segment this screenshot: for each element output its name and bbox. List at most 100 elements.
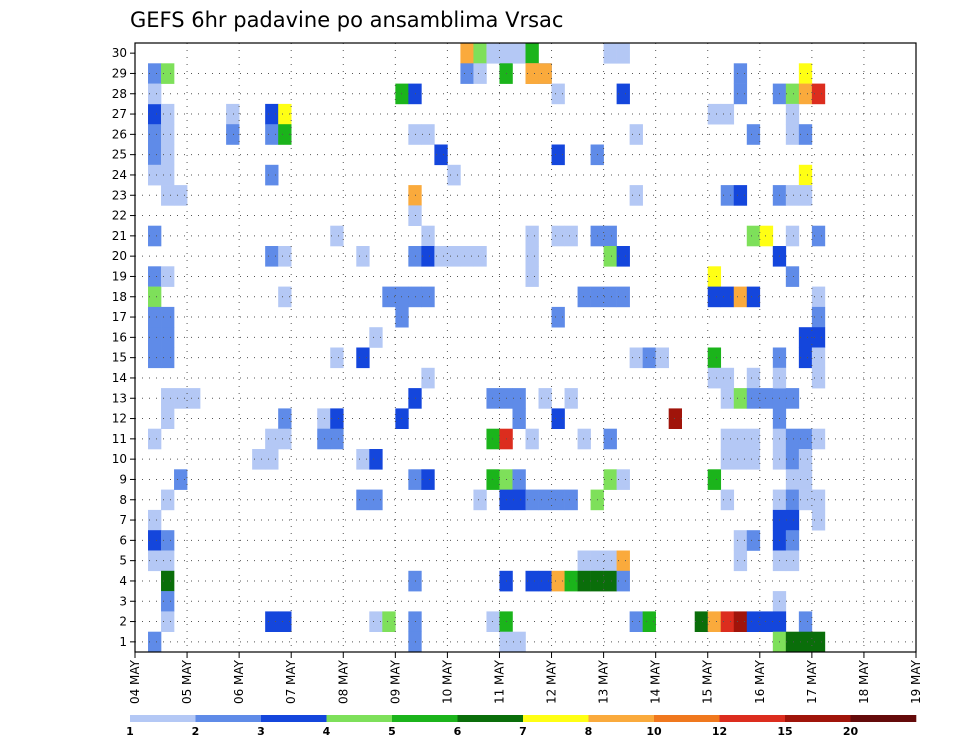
- x-tick-label: 08 MAY: [336, 659, 350, 704]
- heatmap-cell: [811, 631, 826, 653]
- heatmap-cell: [733, 428, 748, 450]
- heatmap-cell: [278, 428, 292, 450]
- heatmap-cell: [382, 611, 396, 632]
- colorbar-swatch: [195, 715, 262, 722]
- x-tick-label: 05 MAY: [180, 659, 194, 704]
- heatmap-cell: [161, 306, 175, 328]
- heatmap-cell: [174, 185, 188, 206]
- heatmap-cell: [577, 570, 591, 592]
- y-tick-label: 19: [112, 269, 127, 283]
- heatmap-cell: [720, 489, 735, 511]
- heatmap-cell: [278, 124, 292, 145]
- heatmap-cell: [616, 469, 630, 490]
- heatmap-cell: [148, 63, 162, 84]
- x-tick-label: 04 MAY: [128, 659, 142, 704]
- colorbar-label: 4: [323, 725, 331, 738]
- heatmap-cell: [798, 327, 813, 348]
- y-tick-label: 1: [119, 635, 127, 649]
- heatmap-cell: [356, 347, 370, 369]
- heatmap-cell: [434, 246, 448, 267]
- heatmap-cell: [317, 408, 331, 429]
- heatmap-cell: [148, 103, 162, 125]
- heatmap-cell: [317, 428, 331, 450]
- heatmap-cell: [603, 286, 617, 308]
- colorbar-swatch: [785, 715, 851, 722]
- heatmap-cell: [551, 570, 565, 592]
- heatmap-cell: [811, 347, 826, 369]
- heatmap-cell: [720, 611, 735, 632]
- heatmap-cell: [161, 327, 175, 348]
- heatmap-cell: [161, 388, 175, 409]
- heatmap-cell: [148, 144, 162, 166]
- heatmap-cell: [434, 144, 448, 166]
- heatmap-cell: [265, 611, 279, 632]
- heatmap-cell: [798, 428, 813, 450]
- heatmap-cell: [746, 286, 761, 308]
- heatmap-cell: [798, 469, 813, 490]
- heatmap-cell: [148, 327, 162, 348]
- heatmap-cell: [551, 144, 565, 166]
- heatmap-cell: [798, 164, 813, 186]
- heatmap-cell: [564, 225, 578, 247]
- heatmap-cell: [798, 611, 813, 632]
- heatmap-cell: [161, 144, 175, 166]
- heatmap-cell: [486, 611, 500, 632]
- heatmap-cell: [616, 570, 630, 592]
- heatmap-cell: [720, 286, 735, 308]
- colorbar-label: 15: [777, 725, 792, 738]
- colorbar-swatch: [719, 715, 786, 722]
- heatmap-cell: [278, 611, 292, 632]
- heatmap-cell: [811, 286, 826, 308]
- heatmap-cell: [746, 449, 761, 470]
- heatmap-cell: [148, 83, 162, 105]
- heatmap-cell: [161, 347, 175, 369]
- y-tick-label: 16: [112, 330, 127, 344]
- heatmap-cell: [577, 286, 591, 308]
- y-tick-label: 28: [112, 87, 127, 101]
- heatmap-cell: [603, 225, 617, 247]
- heatmap-cell: [577, 428, 591, 450]
- heatmap-cell: [187, 388, 201, 409]
- heatmap-cell: [785, 550, 800, 572]
- heatmap-cell: [733, 611, 748, 632]
- y-tick-label: 3: [119, 594, 127, 608]
- heatmap-cell: [798, 631, 813, 653]
- heatmap-cell: [759, 388, 774, 409]
- heatmap-cell: [148, 509, 162, 531]
- heatmap-cell: [473, 489, 487, 511]
- heatmap-cell: [161, 124, 175, 145]
- heatmap-cell: [798, 124, 813, 145]
- heatmap-cell: [707, 266, 722, 287]
- heatmap-cell: [733, 530, 748, 551]
- heatmap-cell: [785, 185, 800, 206]
- heatmap-cell: [486, 469, 500, 490]
- x-axis-ticks: 04 MAY 05 MAY 06 MAY 07 MAY 08 MAY 09 MAY 10 M…: [128, 652, 923, 704]
- heatmap-cell: [798, 347, 813, 369]
- y-tick-label: 6: [119, 533, 127, 547]
- heatmap-cell: [473, 246, 487, 267]
- heatmap-cell: [369, 449, 383, 470]
- heatmap-cell: [811, 489, 826, 511]
- heatmap-cell: [785, 509, 800, 531]
- heatmap-cell: [447, 164, 461, 186]
- heatmap-cell: [278, 408, 292, 429]
- heatmap-cell: [720, 103, 735, 125]
- heatmap-cell: [746, 611, 761, 632]
- heatmap-cell: [720, 449, 735, 470]
- heatmap-cell: [252, 449, 266, 470]
- heatmap-cell: [629, 347, 643, 369]
- heatmap-cell: [174, 469, 188, 490]
- heatmap-cell: [785, 103, 800, 125]
- heatmap-cell: [421, 469, 435, 490]
- heatmap-cell: [265, 428, 279, 450]
- heatmap-cell: [161, 185, 175, 206]
- heatmap-cell: [148, 631, 162, 653]
- heatmap-cell: [460, 63, 474, 84]
- heatmap-cell: [538, 489, 552, 511]
- heatmap-cell: [161, 611, 175, 632]
- heatmap-cell: [148, 550, 162, 572]
- y-tick-label: 20: [112, 249, 127, 263]
- heatmap-cell: [629, 611, 643, 632]
- colorbar-label: 8: [585, 725, 593, 738]
- colorbar-swatch: [523, 715, 589, 722]
